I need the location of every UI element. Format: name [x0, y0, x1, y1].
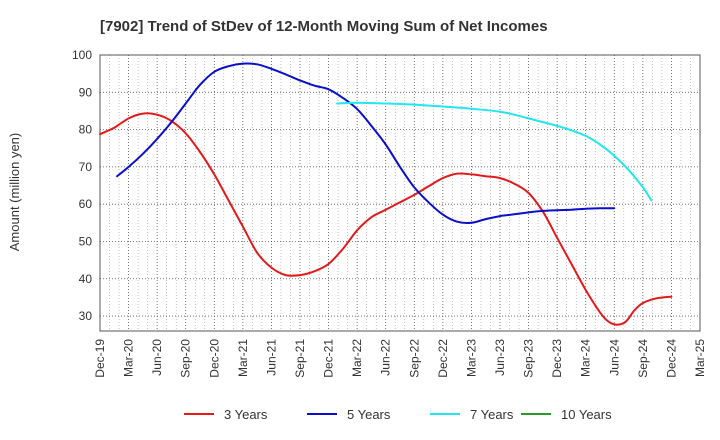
x-tick-label: Mar-24 — [579, 339, 593, 377]
y-tick-label: 90 — [79, 85, 93, 99]
series-line-3-years — [99, 112, 673, 326]
y-tick-label: 50 — [79, 234, 93, 248]
x-tick-label: Jun-23 — [493, 339, 507, 376]
series-line-7-years — [336, 101, 653, 202]
y-axis: 30 40 50 60 70 80 90 100 — [72, 48, 92, 323]
x-tick-label: Sep-21 — [293, 339, 307, 378]
x-tick-label: Jun-21 — [264, 339, 278, 376]
x-tick-label: Mar-20 — [122, 339, 136, 377]
y-axis-label: Amount (million yen) — [7, 133, 22, 252]
series-line-5-years — [116, 62, 616, 225]
y-tick-label: 100 — [72, 48, 92, 62]
x-tick-label: Mar-25 — [693, 339, 707, 377]
legend-label: 7 Years — [470, 407, 514, 422]
x-tick-label: Dec-20 — [207, 339, 221, 378]
x-tick-label: Sep-23 — [522, 339, 536, 378]
x-tick-label: Dec-19 — [93, 339, 107, 378]
legend-label: 3 Years — [224, 407, 268, 422]
legend-label: 10 Years — [561, 407, 612, 422]
y-tick-label: 40 — [79, 272, 93, 286]
x-tick-label: Dec-23 — [550, 339, 564, 378]
legend: 3 Years 5 Years 7 Years 10 Years — [184, 407, 612, 422]
grid — [100, 54, 700, 331]
legend-label: 5 Years — [347, 407, 391, 422]
x-tick-label: Dec-24 — [664, 339, 678, 378]
series-group — [99, 62, 673, 326]
x-tick-label: Mar-23 — [464, 339, 478, 377]
chart-title: [7902] Trend of StDev of 12-Month Moving… — [100, 18, 548, 35]
plot-area — [99, 54, 701, 332]
y-tick-label: 60 — [79, 197, 93, 211]
x-tick-label: Sep-24 — [636, 339, 650, 378]
y-tick-label: 30 — [79, 309, 93, 323]
x-tick-label: Mar-22 — [350, 339, 364, 377]
x-tick-label: Sep-22 — [407, 339, 421, 378]
x-tick-label: Mar-21 — [236, 339, 250, 377]
x-tick-label: Sep-20 — [179, 339, 193, 378]
x-tick-label: Jun-20 — [150, 339, 164, 376]
y-tick-label: 70 — [79, 160, 93, 174]
x-tick-label: Jun-24 — [607, 339, 621, 376]
x-tick-label: Jun-22 — [379, 339, 393, 376]
x-tick-label: Dec-21 — [322, 339, 336, 378]
x-axis: Dec-19 Mar-20 Jun-20 Sep-20 Dec-20 Mar-21 Jun-… — [93, 339, 707, 378]
x-tick-label: Dec-22 — [436, 339, 450, 378]
y-tick-label: 80 — [79, 123, 93, 137]
